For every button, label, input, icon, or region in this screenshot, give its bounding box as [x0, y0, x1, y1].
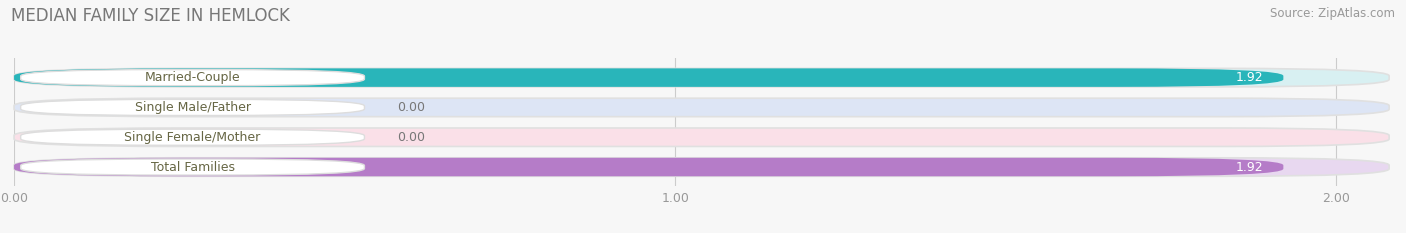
Text: Married-Couple: Married-Couple [145, 71, 240, 84]
FancyBboxPatch shape [14, 128, 1389, 147]
FancyBboxPatch shape [14, 68, 1284, 87]
Text: 1.92: 1.92 [1236, 161, 1264, 174]
FancyBboxPatch shape [14, 158, 1284, 176]
Text: Single Male/Father: Single Male/Father [135, 101, 250, 114]
FancyBboxPatch shape [21, 129, 364, 145]
FancyBboxPatch shape [14, 68, 1389, 87]
Text: 0.00: 0.00 [398, 101, 426, 114]
FancyBboxPatch shape [14, 98, 1389, 117]
FancyBboxPatch shape [21, 99, 364, 116]
Text: 1.92: 1.92 [1236, 71, 1264, 84]
FancyBboxPatch shape [14, 158, 1389, 176]
FancyBboxPatch shape [21, 159, 364, 175]
Text: Source: ZipAtlas.com: Source: ZipAtlas.com [1270, 7, 1395, 20]
Text: Total Families: Total Families [150, 161, 235, 174]
Text: 0.00: 0.00 [398, 131, 426, 144]
Text: MEDIAN FAMILY SIZE IN HEMLOCK: MEDIAN FAMILY SIZE IN HEMLOCK [11, 7, 290, 25]
Text: Single Female/Mother: Single Female/Mother [124, 131, 260, 144]
FancyBboxPatch shape [21, 70, 364, 86]
